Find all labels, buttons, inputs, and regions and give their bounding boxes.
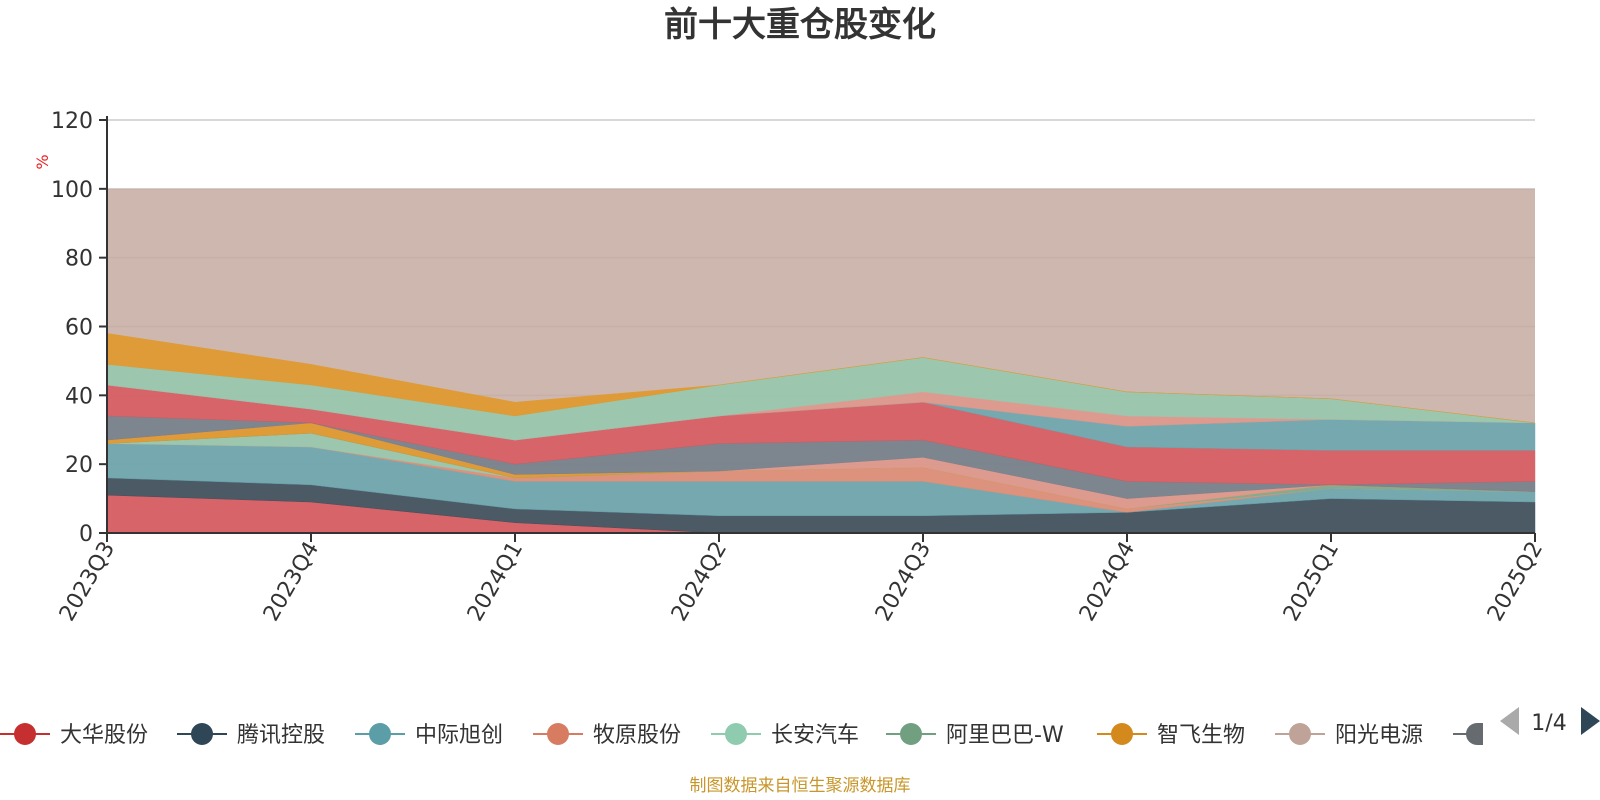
legend-marker-icon	[547, 723, 569, 745]
legend-item-7[interactable]: 阳光电源	[1275, 723, 1423, 748]
legend-marker-icon	[900, 723, 922, 745]
legend-label: 中际旭创	[415, 723, 503, 748]
legend-label: 智飞生物	[1157, 723, 1245, 748]
y-tick-label-60: 60	[65, 316, 93, 341]
legend-marker-icon	[14, 723, 36, 745]
legend-item-4[interactable]: 长安汽车	[711, 723, 859, 748]
legend-pager: 1/4	[1500, 707, 1600, 736]
x-tick-label-2024Q2: 2024Q2	[667, 538, 732, 626]
y-tick-label-120: 120	[51, 109, 93, 134]
legend-label: 长安汽车	[771, 723, 859, 748]
y-axis-unit: %	[33, 154, 52, 169]
area-layer-6	[106, 333, 1536, 424]
y-tick-label-0: 0	[79, 522, 93, 547]
legend-marker-icon	[191, 723, 213, 745]
x-tick-label-2025Q2: 2025Q2	[1483, 538, 1548, 626]
legend-overflow-marker-icon	[1466, 723, 1483, 745]
legend-marker-icon	[1111, 723, 1133, 745]
x-tick-label-2024Q1: 2024Q1	[463, 538, 528, 626]
legend: 大华股份 腾讯控股 中际旭创 牧原股份 长安汽车 阿里巴巴-W 智飞生物 阳光电源	[0, 723, 1483, 748]
x-tick-label-2023Q3: 2023Q3	[55, 538, 120, 626]
y-tick-label-80: 80	[65, 247, 93, 272]
x-tick-label-2024Q3: 2024Q3	[871, 538, 936, 626]
x-tick-label-2024Q4: 2024Q4	[1075, 538, 1140, 626]
pager-next-arrow-icon[interactable]	[1581, 707, 1600, 735]
y-tick-label-20: 20	[65, 453, 93, 478]
legend-marker-icon	[1289, 723, 1311, 745]
legend-marker-icon	[369, 723, 391, 745]
area-series	[106, 188, 1536, 534]
y-tick-label-100: 100	[51, 178, 93, 203]
pager-label: 1/4	[1531, 711, 1566, 736]
chart-title: 前十大重仓股变化	[664, 5, 936, 45]
y-tick-label-40: 40	[65, 384, 93, 409]
source-note: 制图数据来自恒生聚源数据库	[690, 776, 911, 796]
legend-item-0[interactable]: 大华股份	[0, 723, 148, 748]
legend-label: 腾讯控股	[237, 723, 325, 748]
legend-marker-icon	[725, 723, 747, 745]
legend-item-2[interactable]: 中际旭创	[355, 723, 503, 748]
pager-prev-arrow-icon[interactable]	[1500, 707, 1519, 735]
legend-label: 大华股份	[60, 723, 148, 748]
legend-item-6[interactable]: 智飞生物	[1097, 723, 1245, 748]
legend-label: 阿里巴巴-W	[946, 723, 1064, 748]
x-tick-label-2025Q1: 2025Q1	[1279, 538, 1344, 626]
legend-item-5[interactable]: 阿里巴巴-W	[886, 723, 1064, 748]
legend-label: 牧原股份	[593, 723, 681, 748]
legend-label: 阳光电源	[1335, 723, 1423, 748]
legend-item-1[interactable]: 腾讯控股	[177, 723, 325, 748]
x-tick-label-2023Q4: 2023Q4	[259, 538, 324, 626]
legend-item-3[interactable]: 牧原股份	[533, 723, 681, 748]
